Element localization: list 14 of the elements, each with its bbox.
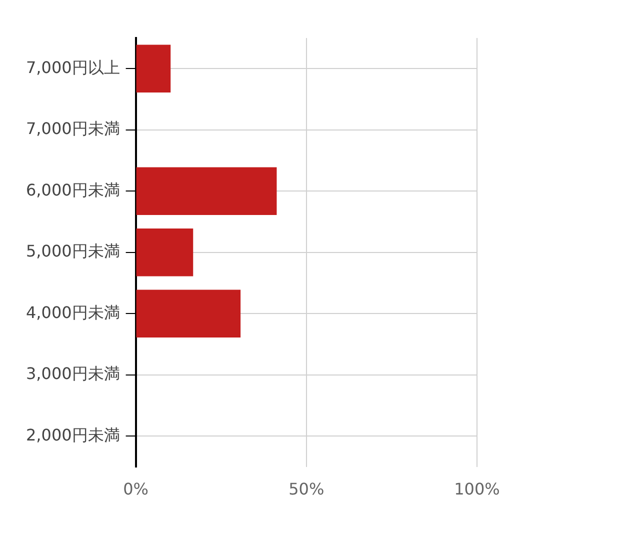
x-tick-label: 100% [454, 480, 500, 499]
bar [136, 44, 171, 93]
x-tick-label: 50% [288, 480, 324, 499]
x-tick-label: 0% [123, 480, 148, 499]
y-tick-label: 3,000円未満 [26, 364, 120, 384]
y-tick-label: 6,000円未満 [26, 180, 120, 200]
bar [136, 228, 194, 276]
bar [136, 290, 241, 338]
y-tick-label: 2,000円未満 [26, 425, 120, 444]
y-tick-label: 5,000円未満 [26, 242, 120, 261]
bar [136, 167, 277, 216]
y-tick-label: 7,000円未満 [26, 119, 120, 138]
y-tick-label: 4,000円未満 [26, 302, 120, 322]
y-tick-label: 7,000円以上 [26, 58, 120, 77]
